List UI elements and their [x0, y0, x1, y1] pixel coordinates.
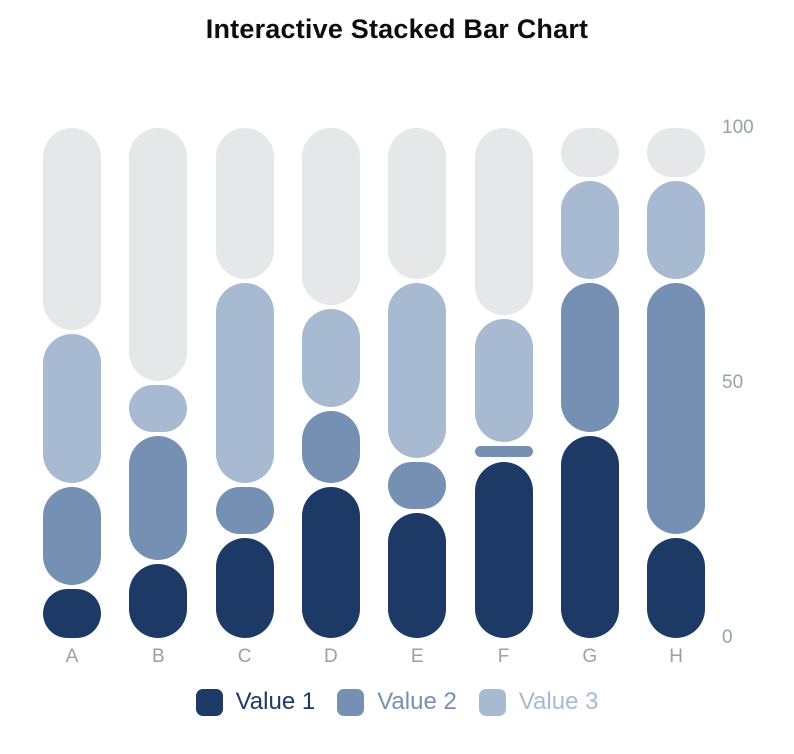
bar-B-segment-unfilled-to-100[interactable]: [129, 128, 188, 381]
x-axis-label-F: F: [497, 646, 510, 667]
bar-C-segment-unfilled-to-100[interactable]: [215, 128, 274, 279]
x-axis-label-C: C: [237, 646, 252, 667]
y-axis-tick-0: 0: [722, 627, 733, 648]
bar-B-segment-value-3[interactable]: [129, 385, 188, 432]
legend-item-value-2[interactable]: Value 2: [337, 688, 457, 716]
bar-C-segment-value-1[interactable]: [215, 538, 274, 638]
legend-item-value-1[interactable]: Value 1: [195, 688, 316, 716]
x-axis-label-H: H: [669, 646, 683, 667]
chart-legend: Value 1 Value 2 Value 3: [0, 688, 794, 716]
legend-label: Value 1: [235, 688, 316, 715]
bar-A-segment-value-3[interactable]: [43, 334, 101, 483]
bar-E-segment-value-1[interactable]: [388, 512, 447, 638]
bar-H-segment-unfilled-to-100[interactable]: [647, 128, 706, 177]
bar-F-segment-value-3[interactable]: [474, 318, 533, 443]
legend-swatch-icon: [478, 688, 506, 716]
bar-A-segment-value-1[interactable]: [43, 589, 101, 638]
bar-A-segment-value-2[interactable]: [43, 487, 101, 585]
bar-C-segment-value-3[interactable]: [215, 283, 274, 483]
bar-B-segment-value-1[interactable]: [129, 563, 188, 638]
legend-item-value-3[interactable]: Value 3: [478, 688, 599, 716]
bar-H-segment-value-2[interactable]: [647, 283, 706, 534]
bar-G-segment-value-2[interactable]: [560, 283, 619, 432]
bar-D-segment-value-1[interactable]: [301, 487, 360, 638]
legend-label: Value 2: [377, 688, 457, 715]
x-axis-label-B: B: [151, 646, 165, 667]
x-axis-label-D: D: [324, 646, 338, 667]
legend-label: Value 3: [518, 688, 599, 715]
bar-G-segment-unfilled-to-100[interactable]: [560, 128, 619, 177]
bar-E-segment-value-3[interactable]: [388, 283, 447, 458]
bar-G-segment-value-1[interactable]: [560, 436, 619, 638]
legend-swatch-icon: [195, 688, 223, 716]
x-axis-label-A: A: [65, 646, 79, 667]
bar-E-segment-unfilled-to-100[interactable]: [388, 128, 447, 279]
bar-F-segment-unfilled-to-100[interactable]: [474, 128, 533, 315]
bar-B-segment-value-2[interactable]: [129, 436, 188, 560]
bar-E-segment-value-2[interactable]: [388, 461, 447, 509]
bar-C-segment-value-2[interactable]: [215, 487, 274, 534]
x-axis-label-G: G: [582, 646, 598, 667]
bar-F-segment-value-1[interactable]: [474, 461, 533, 638]
bar-A-segment-unfilled-to-100[interactable]: [43, 128, 101, 330]
x-axis-label-E: E: [410, 646, 424, 667]
legend-swatch-icon: [337, 688, 365, 716]
bar-G-segment-value-3[interactable]: [560, 181, 619, 279]
bar-D-segment-value-3[interactable]: [301, 308, 360, 407]
y-axis-tick-50: 50: [722, 372, 744, 393]
y-axis-tick-100: 100: [722, 117, 754, 138]
bar-D-segment-value-2[interactable]: [301, 410, 360, 483]
bar-F-segment-value-2[interactable]: [474, 446, 533, 458]
chart-title: Interactive Stacked Bar Chart: [205, 14, 589, 44]
bar-H-segment-value-1[interactable]: [647, 538, 706, 638]
bar-H-segment-value-3[interactable]: [647, 181, 706, 279]
bar-D-segment-unfilled-to-100[interactable]: [301, 128, 360, 305]
